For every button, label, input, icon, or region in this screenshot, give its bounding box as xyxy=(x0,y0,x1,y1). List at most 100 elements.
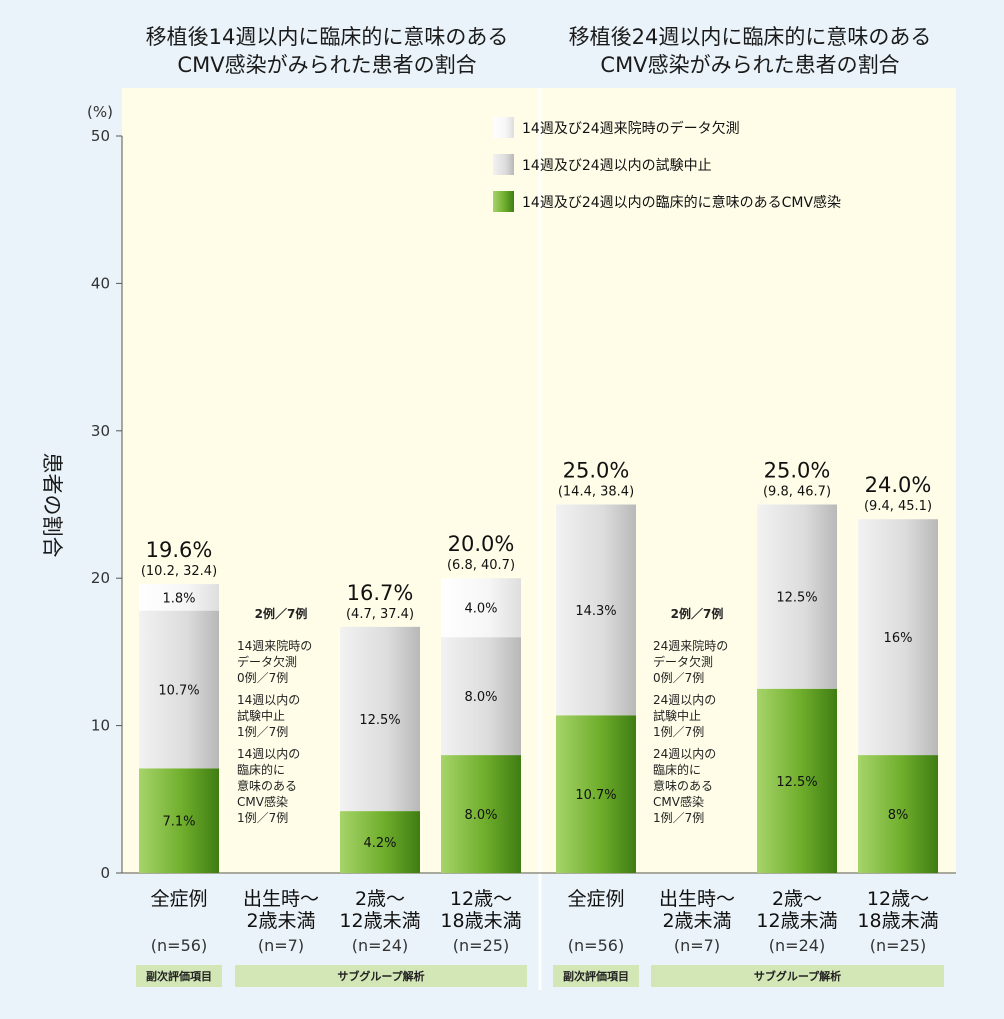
bar-segment xyxy=(441,637,521,756)
y-axis-unit: (%) xyxy=(87,103,113,121)
subgroup-note: CMV感染 xyxy=(653,794,704,809)
bar-segment xyxy=(858,519,938,756)
segment-label: 16% xyxy=(884,631,913,646)
category-n-label: (n=24) xyxy=(769,936,825,955)
segment-label: 4.2% xyxy=(363,836,396,851)
y-tick-label: 0 xyxy=(100,864,110,882)
legend-swatch xyxy=(493,154,514,175)
segment-label: 7.1% xyxy=(162,815,195,830)
legend-swatch xyxy=(493,117,514,138)
category-label: 出生時〜 xyxy=(243,888,319,910)
bar-ci-label: (10.2, 32.4) xyxy=(141,564,217,579)
subgroup-note: 臨床的に xyxy=(653,762,701,777)
bar-ci-label: (9.8, 46.7) xyxy=(763,485,831,500)
subgroup-note: 0例／7例 xyxy=(653,671,704,685)
bar-segment xyxy=(757,688,837,873)
subgroup-note: 24週来院時の xyxy=(653,639,728,653)
subgroup-note: 2例／7例 xyxy=(671,606,724,621)
bar-segment xyxy=(340,626,420,812)
y-tick-label: 40 xyxy=(91,274,110,292)
category-label: 12歳〜 xyxy=(450,888,512,910)
category-n-label: (n=7) xyxy=(674,936,720,955)
bar-segment xyxy=(441,755,521,873)
y-tick-label: 10 xyxy=(91,717,110,735)
segment-label: 8% xyxy=(888,808,909,823)
analysis-band xyxy=(235,965,527,987)
category-n-label: (n=56) xyxy=(151,936,207,955)
category-label: 12歳〜 xyxy=(867,888,929,910)
legend-label: 14週及び24週来院時のデータ欠測 xyxy=(522,120,740,137)
bar-total-label: 24.0% xyxy=(865,473,932,497)
bar-total-label: 20.0% xyxy=(448,532,515,556)
segment-label: 12.5% xyxy=(359,713,400,728)
subgroup-note: 意味のある xyxy=(237,778,297,793)
subgroup-note: 14週来院時の xyxy=(237,639,312,653)
subgroup-note: 24週以内の xyxy=(653,693,716,707)
category-n-label: (n=25) xyxy=(870,936,926,955)
analysis-band xyxy=(553,965,639,987)
subgroup-note: データ欠測 xyxy=(237,654,297,669)
y-tick-label: 30 xyxy=(91,422,110,440)
category-label: 2歳未満 xyxy=(662,910,731,932)
category-label: 全症例 xyxy=(150,888,207,910)
subgroup-note: 1例／7例 xyxy=(237,811,288,825)
bar-segment xyxy=(858,755,938,873)
segment-label: 10.7% xyxy=(158,683,199,698)
bar-total-label: 25.0% xyxy=(764,459,831,483)
bar-ci-label: (4.7, 37.4) xyxy=(346,607,414,622)
bar-segment xyxy=(556,715,636,873)
category-label: 全症例 xyxy=(567,888,624,910)
chart-title-line: CMV感染がみられた患者の割合 xyxy=(177,53,476,77)
subgroup-note: CMV感染 xyxy=(237,794,288,809)
legend-swatch xyxy=(493,191,514,212)
segment-label: 4.0% xyxy=(464,602,497,617)
y-tick-label: 50 xyxy=(91,127,110,145)
analysis-band-label: 副次評価項目 xyxy=(146,969,212,983)
category-label: 2歳未満 xyxy=(246,910,315,932)
subgroup-note: 意味のある xyxy=(653,778,713,793)
subgroup-note: 24週以内の xyxy=(653,747,716,761)
subgroup-note: 試験中止 xyxy=(653,708,701,723)
chart-title-line: CMV感染がみられた患者の割合 xyxy=(600,53,899,77)
analysis-band-label: サブグループ解析 xyxy=(754,969,841,983)
category-label: 2歳〜 xyxy=(355,888,405,910)
analysis-band-label: 副次評価項目 xyxy=(563,969,629,983)
subgroup-note: 試験中止 xyxy=(237,708,285,723)
segment-label: 10.7% xyxy=(575,788,616,803)
chart-title-line: 移植後24週以内に臨床的に意味のある xyxy=(569,25,932,49)
subgroup-note: 14週以内の xyxy=(237,747,300,761)
category-label: 12歳未満 xyxy=(756,910,837,932)
bar-segment xyxy=(556,504,636,716)
subgroup-note: 1例／7例 xyxy=(653,811,704,825)
bar-total-label: 19.6% xyxy=(146,538,213,562)
subgroup-note: データ欠測 xyxy=(653,654,713,669)
bar-ci-label: (14.4, 38.4) xyxy=(558,485,634,500)
segment-label: 1.8% xyxy=(162,591,195,606)
bar-total-label: 16.7% xyxy=(347,581,414,605)
subgroup-note: 0例／7例 xyxy=(237,671,288,685)
segment-label: 14.3% xyxy=(575,604,616,619)
subgroup-note: 臨床的に xyxy=(237,762,285,777)
bar-ci-label: (9.4, 45.1) xyxy=(864,499,932,514)
segment-label: 12.5% xyxy=(776,775,817,790)
chart-title-line: 移植後14週以内に臨床的に意味のある xyxy=(146,25,509,49)
bar-segment xyxy=(139,768,219,873)
category-n-label: (n=24) xyxy=(352,936,408,955)
category-label: 出生時〜 xyxy=(659,888,735,910)
subgroup-note: 1例／7例 xyxy=(653,725,704,739)
bar-segment xyxy=(757,504,837,689)
segment-label: 12.5% xyxy=(776,591,817,606)
legend-label: 14週及び24週以内の臨床的に意味のあるCMV感染 xyxy=(522,194,841,211)
y-axis-label: 患者の割合 xyxy=(40,453,64,558)
legend-label: 14週及び24週以内の試験中止 xyxy=(522,158,712,174)
category-label: 12歳未満 xyxy=(339,910,420,932)
bar-segment xyxy=(340,811,420,873)
segment-label: 8.0% xyxy=(464,690,497,705)
bar-total-label: 25.0% xyxy=(563,459,630,483)
analysis-band xyxy=(651,965,944,987)
bar-segment xyxy=(139,584,219,611)
subgroup-note: 14週以内の xyxy=(237,693,300,707)
bar-segment xyxy=(441,578,521,638)
category-n-label: (n=25) xyxy=(453,936,509,955)
